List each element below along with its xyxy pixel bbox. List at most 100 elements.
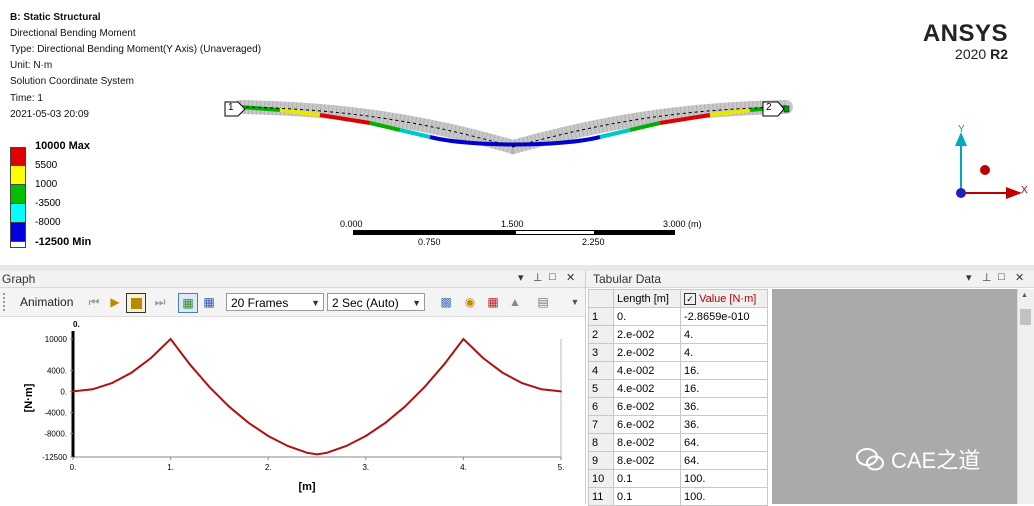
table-row[interactable]: 6 6.e-002 36. bbox=[588, 397, 768, 416]
cell-value: 100. bbox=[680, 469, 768, 488]
table-row[interactable]: 4 4.e-002 16. bbox=[588, 361, 768, 380]
table-row[interactable]: 10 0.1 100. bbox=[588, 469, 768, 488]
table-row[interactable]: 1 0. -2.8659e-010 bbox=[588, 307, 768, 326]
result-sets-icon[interactable]: ▦ bbox=[203, 295, 215, 309]
pin-icon[interactable]: ⊥ bbox=[982, 272, 992, 284]
time-marker-label: 0. bbox=[73, 320, 80, 329]
zoom-fit-icon[interactable]: ◉ bbox=[464, 295, 476, 309]
model-viewport[interactable]: B: Static Structural Directional Bending… bbox=[0, 0, 1034, 265]
close-icon[interactable]: ✕ bbox=[1015, 272, 1025, 284]
cell-value: 16. bbox=[680, 379, 768, 398]
cell-length: 8.e-002 bbox=[613, 451, 681, 470]
data-point bbox=[169, 338, 172, 340]
legend-swatch-green bbox=[10, 185, 26, 204]
legend-label: 1000 bbox=[35, 179, 58, 190]
pin-icon[interactable]: ⊥ bbox=[533, 272, 543, 284]
row-number: 7 bbox=[588, 415, 614, 434]
column-header-value[interactable]: ✓ Value [N·m] bbox=[680, 289, 768, 308]
legend-swatch-cyan bbox=[10, 204, 26, 223]
info-line-unit: Unit: N·m bbox=[10, 60, 53, 71]
chevron-down-icon: ▼ bbox=[311, 298, 320, 308]
row-number: 5 bbox=[588, 379, 614, 398]
legend-label: 5500 bbox=[35, 160, 58, 171]
animation-label: Animation bbox=[20, 295, 74, 309]
deformation-icon[interactable]: ▲ bbox=[509, 295, 521, 309]
cell-length: 0.1 bbox=[613, 469, 681, 488]
table-row[interactable]: 7 6.e-002 36. bbox=[588, 415, 768, 434]
play-icon[interactable]: ▶ bbox=[110, 295, 120, 309]
maximize-icon[interactable]: □ bbox=[549, 271, 556, 283]
toolbar-overflow-icon[interactable]: ▼ bbox=[570, 297, 580, 307]
tabular-data-table: Length [m] ✓ Value [N·m] 1 0. -2.8659e-010… bbox=[588, 289, 768, 506]
export-video-icon[interactable]: ▩ bbox=[440, 295, 452, 309]
graph-pane: Graph ▾ ⊥ □ ✕ Animation ⏮ ▶ ⏭ ▦ ▦ 20 Fra… bbox=[0, 271, 586, 504]
duration-select[interactable]: 2 Sec (Auto) ▼ bbox=[327, 293, 425, 311]
table-row[interactable]: 2 2.e-002 4. bbox=[588, 325, 768, 344]
stop-button[interactable] bbox=[126, 293, 146, 313]
cell-length: 8.e-002 bbox=[613, 433, 681, 452]
y-tick-label: 0. bbox=[60, 387, 67, 396]
row-number: 6 bbox=[588, 397, 614, 416]
series-line bbox=[72, 337, 562, 456]
data-point bbox=[316, 453, 318, 456]
data-point bbox=[442, 363, 445, 366]
x-tick-label: 1. bbox=[167, 463, 174, 472]
table-row[interactable]: 3 2.e-002 4. bbox=[588, 343, 768, 362]
pane-menu-icon[interactable]: ▾ bbox=[966, 272, 972, 284]
column-header-length[interactable]: Length [m] bbox=[613, 289, 681, 308]
table-row[interactable]: 8 8.e-002 64. bbox=[588, 433, 768, 452]
y-tick-label: 4000. bbox=[47, 366, 67, 375]
beam-model[interactable] bbox=[220, 95, 800, 165]
color-scale-icon[interactable]: ▦ bbox=[487, 295, 499, 309]
pane-menu-icon[interactable]: ▾ bbox=[518, 272, 524, 284]
chart-options-icon[interactable]: ▤ bbox=[537, 295, 549, 309]
y-tick-label: -4000. bbox=[44, 408, 67, 417]
data-point bbox=[462, 338, 465, 340]
data-point bbox=[247, 422, 250, 424]
checkbox-icon[interactable]: ✓ bbox=[684, 292, 696, 305]
legend-min-label: -12500 Min bbox=[35, 236, 92, 248]
x-tick-label: 2. bbox=[265, 463, 272, 472]
x-tick-label: 3. bbox=[362, 463, 369, 472]
cell-length: 6.e-002 bbox=[613, 415, 681, 434]
table-empty-area bbox=[772, 289, 1018, 504]
data-point bbox=[189, 363, 192, 366]
vertical-scrollbar[interactable]: ▲ bbox=[1017, 289, 1034, 504]
chevron-down-icon: ▼ bbox=[412, 298, 421, 308]
data-point bbox=[521, 382, 523, 384]
data-point bbox=[482, 356, 484, 359]
distributed-frames-icon[interactable]: ▦ bbox=[178, 293, 198, 313]
y-tick-label: -12500 bbox=[42, 453, 67, 462]
maximize-icon[interactable]: □ bbox=[998, 271, 1005, 283]
legend-swatch-red bbox=[10, 147, 26, 166]
scale-label: 2.250 bbox=[582, 237, 605, 247]
x-tick-label: 5. bbox=[558, 463, 565, 472]
row-number: 4 bbox=[588, 361, 614, 380]
close-icon[interactable]: ✕ bbox=[566, 272, 576, 284]
table-row[interactable]: 11 0.1 100. bbox=[588, 487, 768, 506]
triad-x-label: X bbox=[1021, 185, 1028, 196]
cell-value: -2.8659e-010 bbox=[680, 307, 768, 326]
cell-length: 4.e-002 bbox=[613, 361, 681, 380]
scroll-up-icon[interactable]: ▲ bbox=[1021, 292, 1028, 299]
x-tick-label: 0. bbox=[70, 463, 77, 472]
table-row[interactable]: 5 4.e-002 16. bbox=[588, 379, 768, 398]
cell-value: 64. bbox=[680, 433, 768, 452]
next-frame-icon[interactable]: ⏭ bbox=[154, 294, 166, 309]
axis-triad-icon[interactable] bbox=[950, 120, 1034, 210]
cell-length: 0. bbox=[613, 307, 681, 326]
table-row[interactable]: 9 8.e-002 64. bbox=[588, 451, 768, 470]
analysis-title: B: Static Structural bbox=[10, 12, 101, 23]
cell-value: 36. bbox=[680, 397, 768, 416]
previous-frame-icon[interactable]: ⏮ bbox=[88, 294, 100, 309]
data-point bbox=[345, 445, 348, 447]
cell-value: 36. bbox=[680, 415, 768, 434]
scale-label: 0.000 bbox=[340, 219, 363, 229]
graph-pane-title: Graph bbox=[2, 272, 36, 286]
scrollbar-thumb[interactable] bbox=[1020, 309, 1031, 325]
frames-select[interactable]: 20 Frames ▼ bbox=[226, 293, 324, 311]
triad-y-label: Y bbox=[958, 124, 965, 135]
wechat-icon bbox=[856, 448, 884, 471]
row-number: 2 bbox=[588, 325, 614, 344]
pane-splitter[interactable] bbox=[0, 265, 1034, 271]
